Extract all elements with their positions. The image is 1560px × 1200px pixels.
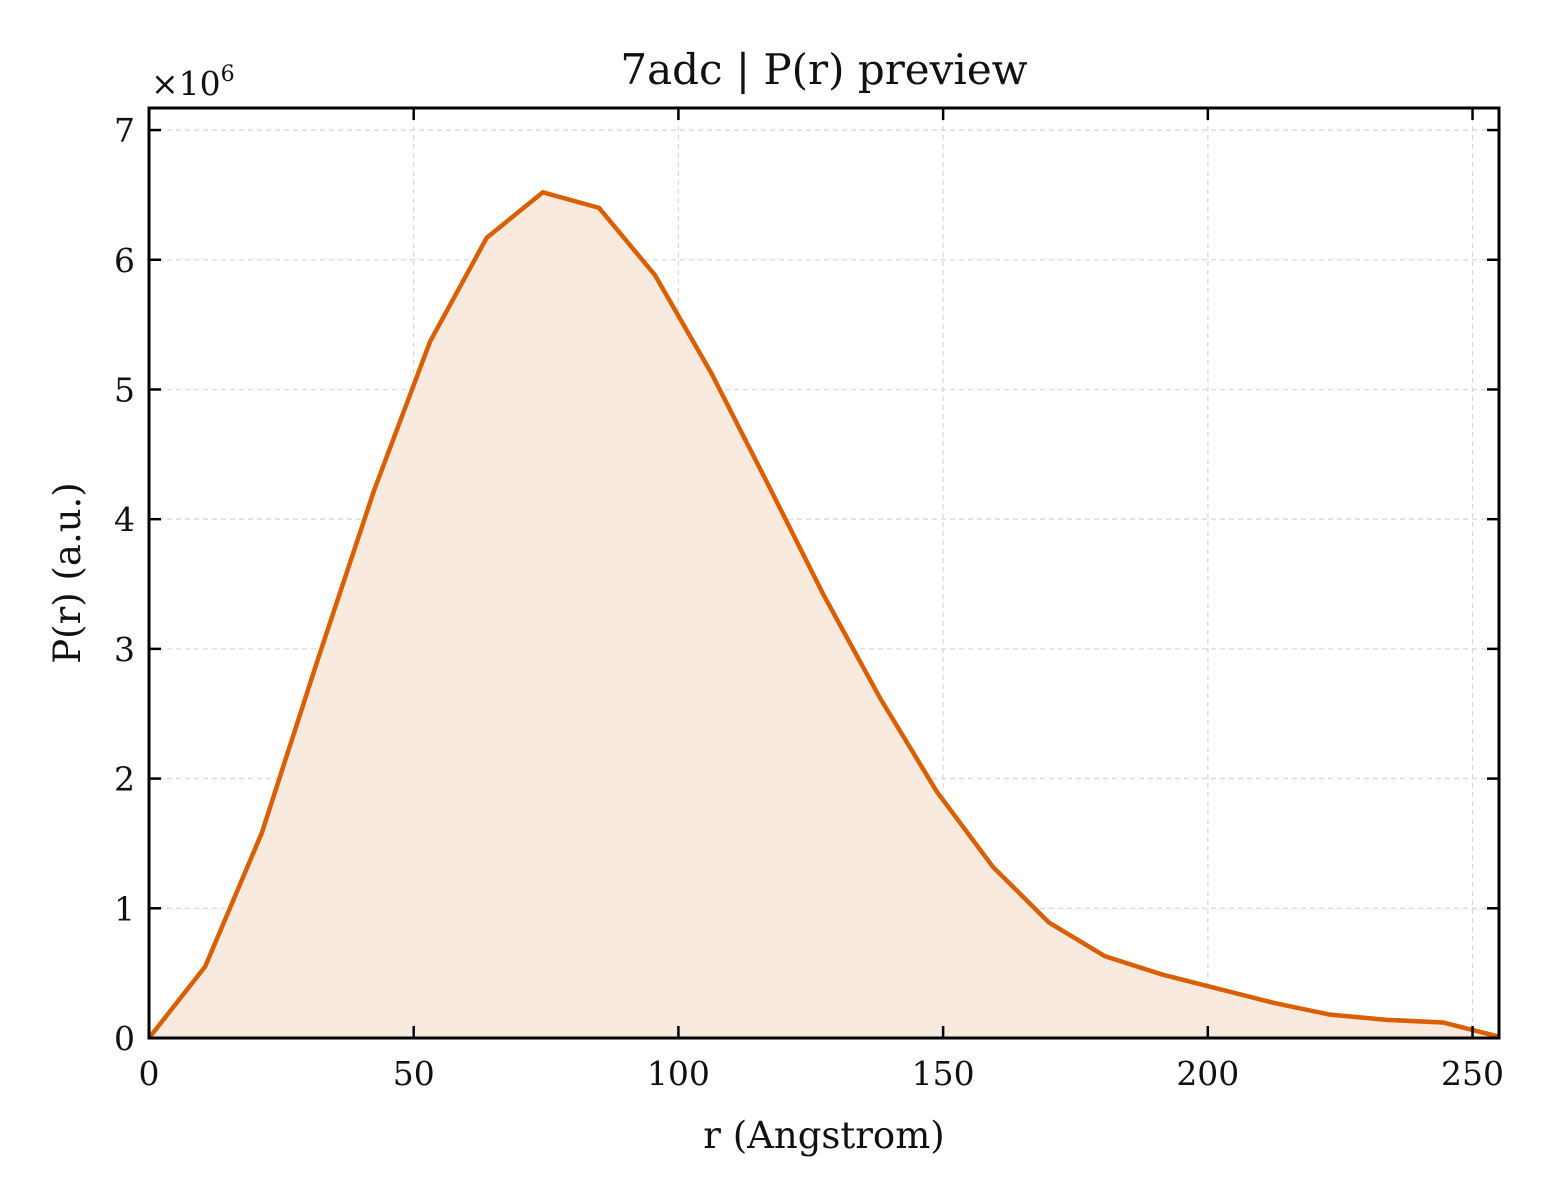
y-tick-label: 7 (114, 111, 135, 150)
series-line (147, 190, 1500, 1040)
y-tick-label: 6 (114, 241, 135, 280)
x-tick-label: 0 (139, 1054, 160, 1093)
y-axis-title: P(r) (a.u.) (46, 482, 89, 664)
y-tick-label: 5 (114, 370, 135, 409)
y-axis-multiplier: ×106 (151, 62, 235, 103)
chart-title: 7adc | P(r) preview (620, 45, 1027, 94)
y-tick-label: 1 (114, 889, 135, 928)
x-tick-label: 50 (393, 1054, 435, 1093)
plot-frame (147, 106, 1501, 1040)
y-axis: 0 1 2 3 4 5 6 7 (114, 111, 1499, 1058)
y-tick-label: 2 (114, 760, 135, 799)
y-tick-label: 3 (114, 630, 135, 669)
x-tick-label: 150 (912, 1054, 975, 1093)
x-tick-label: 250 (1441, 1054, 1504, 1093)
x-tick-label: 200 (1176, 1054, 1239, 1093)
x-axis-title: r (Angstrom) (703, 1114, 944, 1157)
y-multiplier-exponent: 6 (221, 62, 235, 87)
y-tick-label: 0 (114, 1019, 135, 1058)
series-area-fill (149, 192, 1499, 1038)
x-axis: 0 50 100 150 200 250 (139, 108, 1504, 1093)
y-tick-label: 4 (114, 500, 135, 539)
x-tick-label: 100 (647, 1054, 710, 1093)
y-multiplier-base: ×10 (151, 64, 221, 103)
